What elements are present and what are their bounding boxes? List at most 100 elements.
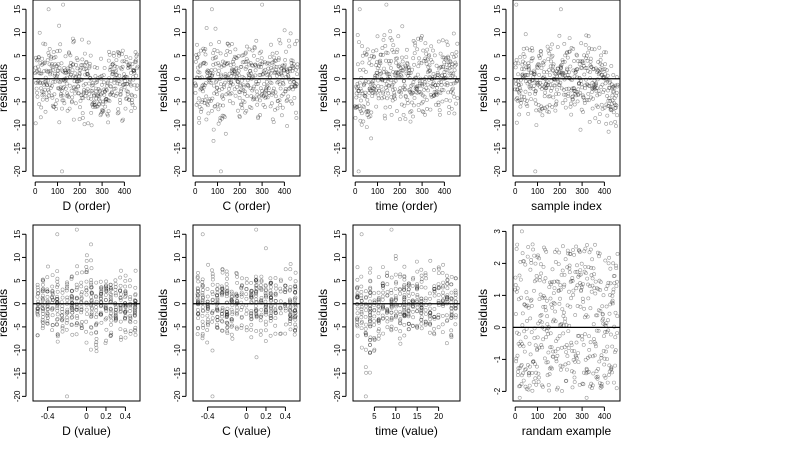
data-point <box>82 88 86 92</box>
data-point <box>561 76 566 80</box>
data-point <box>520 251 525 256</box>
data-point <box>205 74 210 79</box>
data-point <box>389 310 394 315</box>
data-point <box>556 79 561 84</box>
data-point <box>113 310 118 315</box>
data-point <box>428 93 433 97</box>
data-point <box>75 321 79 326</box>
data-point <box>372 347 377 352</box>
data-point <box>407 89 412 94</box>
data-point <box>556 71 561 76</box>
data-point <box>528 316 533 321</box>
data-point <box>590 383 595 388</box>
data-point <box>407 88 411 93</box>
data-point <box>200 284 205 289</box>
data-point <box>263 322 268 327</box>
data-point <box>103 297 108 302</box>
data-point <box>87 61 92 66</box>
data-point <box>388 66 393 70</box>
data-point <box>215 92 220 97</box>
data-point <box>49 93 54 98</box>
data-point <box>118 308 123 313</box>
data-point <box>200 333 205 338</box>
data-point <box>409 100 414 105</box>
data-point <box>260 60 265 65</box>
data-point <box>606 328 611 333</box>
data-point <box>607 85 612 90</box>
data-point <box>549 79 554 84</box>
data-point <box>553 309 558 314</box>
data-point <box>371 49 376 54</box>
data-point <box>123 309 128 314</box>
data-point <box>242 92 247 96</box>
y-tick-label: 15 <box>333 4 342 13</box>
data-point <box>392 87 397 92</box>
data-point <box>199 109 203 114</box>
data-point <box>51 50 56 54</box>
data-point <box>228 63 233 68</box>
data-point <box>578 59 583 64</box>
data-point <box>406 322 411 327</box>
data-point <box>210 309 215 314</box>
data-point <box>45 313 50 318</box>
data-point <box>593 242 597 247</box>
plot-frame <box>512 224 621 402</box>
data-point <box>453 292 458 297</box>
data-point <box>419 305 424 310</box>
data-point <box>231 101 236 106</box>
data-point <box>373 88 378 93</box>
data-point <box>406 66 411 71</box>
data-point <box>70 304 74 309</box>
data-point <box>58 42 63 47</box>
data-point <box>439 80 444 84</box>
data-point <box>453 315 458 320</box>
x-tick-label: 400 <box>598 187 612 196</box>
data-point <box>441 88 446 93</box>
data-point <box>127 64 132 69</box>
data-point <box>449 296 454 301</box>
data-point <box>393 297 398 302</box>
data-point <box>214 85 219 90</box>
data-point <box>557 83 562 88</box>
data-point <box>538 84 542 89</box>
data-point <box>126 66 131 70</box>
data-point <box>577 273 582 278</box>
data-point <box>113 311 118 316</box>
data-point <box>65 307 70 312</box>
data-point <box>268 282 273 287</box>
data-point <box>210 56 215 61</box>
data-point <box>228 50 233 54</box>
data-point <box>402 87 407 92</box>
data-point <box>359 345 364 350</box>
data-point <box>365 101 370 106</box>
data-point <box>432 326 436 331</box>
data-point <box>224 62 229 66</box>
x-tick-label: 300 <box>95 187 109 196</box>
data-point <box>410 283 415 288</box>
data-point <box>608 293 612 297</box>
data-point <box>432 268 436 272</box>
data-point <box>357 80 362 85</box>
data-point <box>381 290 386 295</box>
data-point <box>112 53 116 58</box>
data-point <box>451 81 456 86</box>
data-point <box>134 73 139 78</box>
data-point <box>584 271 588 276</box>
data-point <box>236 73 241 78</box>
data-point <box>530 360 535 364</box>
data-point <box>366 109 371 113</box>
data-point <box>409 83 414 88</box>
data-point <box>205 294 210 299</box>
data-point <box>398 291 403 296</box>
x-tick-label: 300 <box>415 187 429 196</box>
data-point <box>449 315 454 320</box>
data-point <box>294 84 299 89</box>
data-point <box>46 51 51 55</box>
data-point <box>114 72 118 77</box>
data-point <box>217 88 222 93</box>
data-point <box>580 381 585 386</box>
data-point <box>219 64 224 69</box>
data-point <box>124 82 129 86</box>
data-point <box>254 355 259 360</box>
